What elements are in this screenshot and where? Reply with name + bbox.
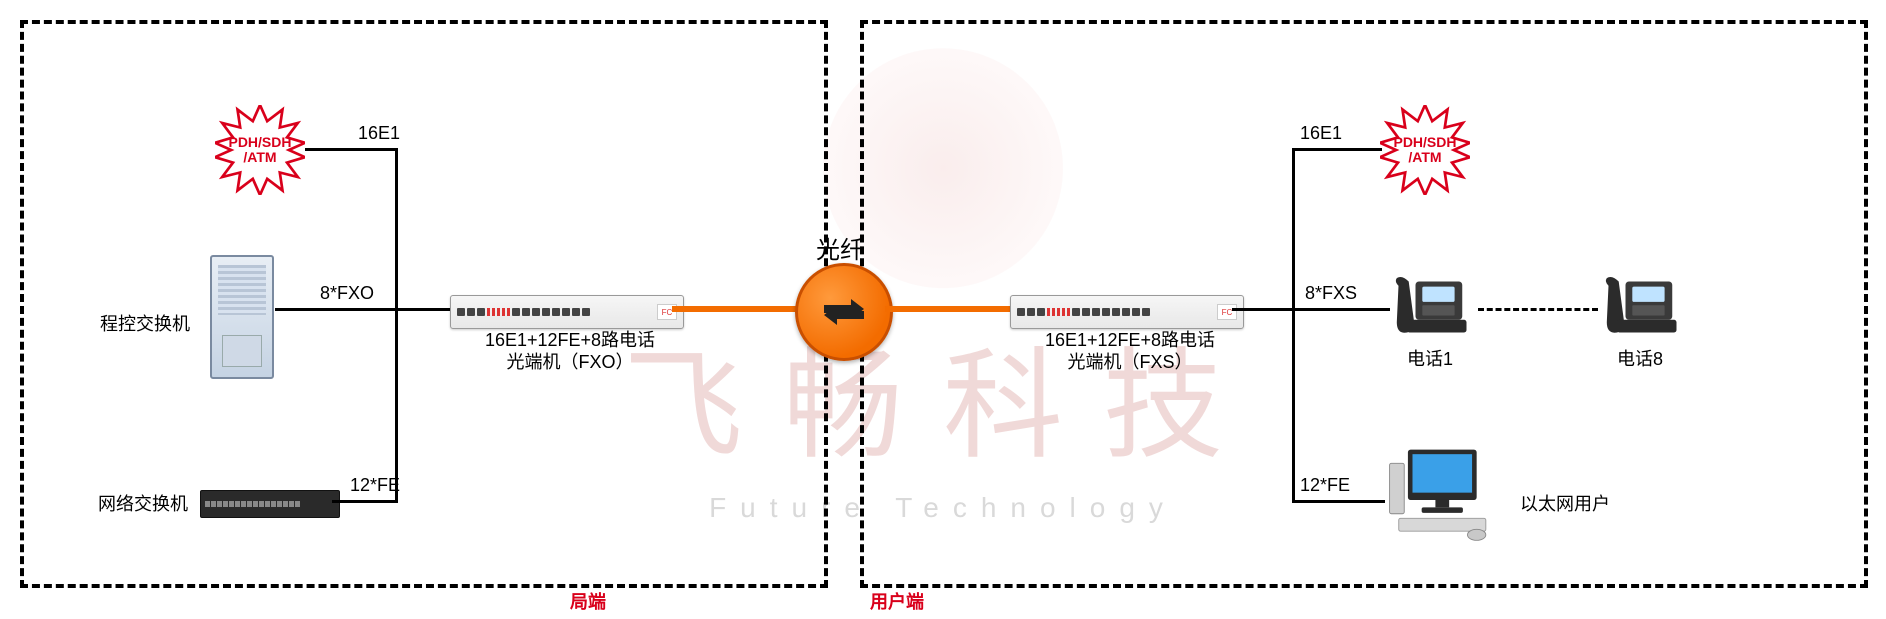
switch-left-label: 网络交换机 <box>98 490 188 516</box>
fiber-line-left <box>672 306 797 312</box>
fiber-label: 光纤 <box>790 230 890 265</box>
link-left-mid: 8*FXO <box>320 283 374 304</box>
switch-left <box>200 490 340 518</box>
link-left-bot: 12*FE <box>350 475 400 496</box>
burst-pdh-right: PDH/SDH /ATM <box>1380 105 1470 195</box>
rack-fxs: FC <box>1010 295 1244 329</box>
line <box>1232 308 1295 311</box>
fiber-disc <box>795 263 893 361</box>
line <box>1292 308 1390 311</box>
line <box>1292 148 1295 503</box>
phone-8 <box>1600 272 1685 342</box>
zone-left-label: 局端 <box>570 588 606 614</box>
link-right-mid: 8*FXS <box>1305 283 1357 304</box>
cabinet-label: 程控交换机 <box>100 310 190 336</box>
line <box>332 500 395 503</box>
link-left-top: 16E1 <box>358 123 400 144</box>
burst-left-line1: PDH/SDH <box>228 134 291 150</box>
burst-left-line2: /ATM <box>243 149 276 165</box>
line <box>395 308 450 311</box>
line <box>305 148 395 151</box>
link-right-top: 16E1 <box>1300 123 1342 144</box>
burst-right-line1: PDH/SDH <box>1393 134 1456 150</box>
phone8-label: 电话8 <box>1605 345 1675 371</box>
phone-1 <box>1390 272 1475 342</box>
rack-fxo-label: 16E1+12FE+8路电话 光端机（FXO） <box>470 330 670 373</box>
fiber-line-right <box>885 306 1010 312</box>
diagram-canvas: 飞畅科技 Future Technology 局端 用户端 PDH/SDH /A… <box>0 0 1886 619</box>
burst-right-line2: /ATM <box>1408 149 1441 165</box>
burst-pdh-left: PDH/SDH /ATM <box>215 105 305 195</box>
line <box>395 148 398 503</box>
link-right-bot: 12*FE <box>1300 475 1350 496</box>
line <box>1292 500 1385 503</box>
phones-dashed-line <box>1478 308 1598 311</box>
cabinet-pbx <box>210 255 274 379</box>
pc-label: 以太网用户 <box>1520 490 1610 516</box>
rack-fxs-label: 16E1+12FE+8路电话 光端机（FXS） <box>1030 330 1230 373</box>
zone-right-label: 用户端 <box>870 588 924 614</box>
pc-ethernet <box>1385 445 1495 545</box>
line <box>275 308 395 311</box>
line <box>1292 148 1382 151</box>
rack-fxo: FC <box>450 295 684 329</box>
phone1-label: 电话1 <box>1395 345 1465 371</box>
